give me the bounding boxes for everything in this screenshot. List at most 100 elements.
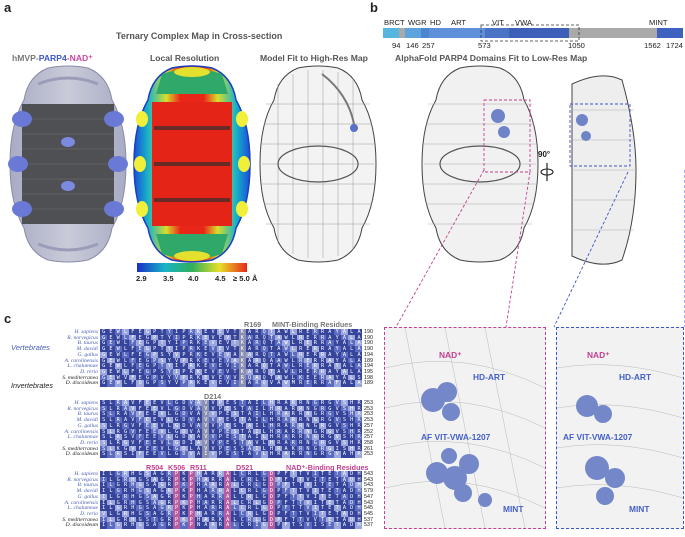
residue: G xyxy=(172,434,181,441)
residue: A xyxy=(340,334,349,342)
residue: A xyxy=(340,340,349,347)
residue: V xyxy=(333,417,341,424)
residue: P xyxy=(180,368,188,376)
residue: A xyxy=(245,329,254,336)
residue: A xyxy=(245,428,254,435)
residue: G xyxy=(143,380,152,387)
residue: E xyxy=(151,400,159,407)
residue: V xyxy=(333,434,341,441)
residue: L xyxy=(260,451,268,458)
residue: G xyxy=(143,340,152,347)
residue: A xyxy=(326,368,334,376)
residue: H xyxy=(355,516,362,524)
residue: T xyxy=(238,400,246,407)
residue: G xyxy=(143,368,152,376)
residue: L xyxy=(260,434,268,441)
alignment-row: SLRAVFEEVLGDVAVVPESTAILHRARRNGRGVSHRT xyxy=(100,400,362,407)
residue: L xyxy=(121,357,130,364)
residue: I xyxy=(100,488,108,495)
residue: P xyxy=(151,368,159,376)
map1-label-nad: -NAD⁺ xyxy=(66,53,93,63)
residue: T xyxy=(289,482,298,489)
residue: E xyxy=(107,380,115,387)
residue: S xyxy=(100,411,108,418)
residue: Q xyxy=(260,357,268,364)
residue: A xyxy=(194,434,203,441)
residue: R xyxy=(297,340,305,347)
residue: G xyxy=(136,482,144,489)
residue: S xyxy=(231,434,239,441)
residue: A xyxy=(121,411,130,418)
residue: P xyxy=(151,340,159,347)
residue: I xyxy=(172,346,181,353)
residue: A xyxy=(355,351,362,359)
residue: L xyxy=(107,471,115,478)
residue: R xyxy=(216,510,225,518)
residue: H xyxy=(129,476,137,484)
residue: A xyxy=(326,363,334,370)
residue: P xyxy=(216,428,225,435)
residue: A xyxy=(275,357,283,364)
residue: A xyxy=(245,357,254,364)
residue: A xyxy=(245,434,254,441)
residue: V xyxy=(333,428,341,435)
residue: K xyxy=(180,482,188,489)
residue-number: 547 xyxy=(364,493,373,500)
residue: T xyxy=(333,505,341,512)
residue: A xyxy=(326,374,334,382)
residue: V xyxy=(224,351,232,359)
residue: A xyxy=(224,476,232,484)
residue: N xyxy=(304,439,312,447)
residue: T xyxy=(297,471,305,478)
residue: I xyxy=(311,482,319,489)
parp4-density xyxy=(12,111,32,127)
species-name: B. taurus xyxy=(77,340,98,347)
residue: K xyxy=(194,374,203,382)
residue: P xyxy=(180,357,188,364)
residue: L xyxy=(107,476,115,484)
residue-number: 257 xyxy=(364,422,373,429)
residue: V xyxy=(209,422,217,430)
residue: D xyxy=(267,482,276,489)
alignment-row: SLRSVFEEVLGDVAVVPESTAILHRARRNGRGVSHRT xyxy=(100,434,362,441)
residue-number: 198 xyxy=(364,374,373,381)
residue: S xyxy=(231,451,239,458)
residue: Q xyxy=(260,368,268,376)
residue: L xyxy=(348,380,356,387)
residue: D xyxy=(180,411,188,418)
panel-letter-b: b xyxy=(370,0,378,15)
residue: R xyxy=(289,422,298,430)
residue: E xyxy=(304,351,312,359)
residue: P xyxy=(172,493,181,501)
residue: R xyxy=(318,445,327,453)
residue: G xyxy=(326,434,334,441)
residue: C xyxy=(238,510,246,518)
residue: V xyxy=(304,471,312,478)
residue: R xyxy=(297,445,305,453)
residue: E xyxy=(326,499,334,506)
residue: S xyxy=(340,400,349,407)
rotate-icon xyxy=(540,163,554,181)
residue: G xyxy=(172,400,181,407)
residue: T xyxy=(289,493,298,501)
residue: L xyxy=(121,340,130,347)
residue: V xyxy=(129,439,137,447)
residue: A xyxy=(253,374,261,382)
residue: P xyxy=(216,439,225,447)
residue: V xyxy=(129,411,137,418)
residue: T xyxy=(289,471,298,478)
residue: G xyxy=(158,516,166,524)
residue: H xyxy=(194,499,203,506)
residue: G xyxy=(100,340,108,347)
species-name: G. gallus xyxy=(77,422,98,429)
residue-number: 537 xyxy=(364,516,373,523)
residue: V xyxy=(202,439,210,447)
residue: T xyxy=(231,346,239,353)
species-name: H. sapiens xyxy=(74,400,98,406)
species-name: G. gallus xyxy=(77,351,98,358)
residue: K xyxy=(194,346,203,353)
residue: G xyxy=(172,411,181,418)
residue: R xyxy=(209,493,217,501)
residue: A xyxy=(245,351,254,359)
